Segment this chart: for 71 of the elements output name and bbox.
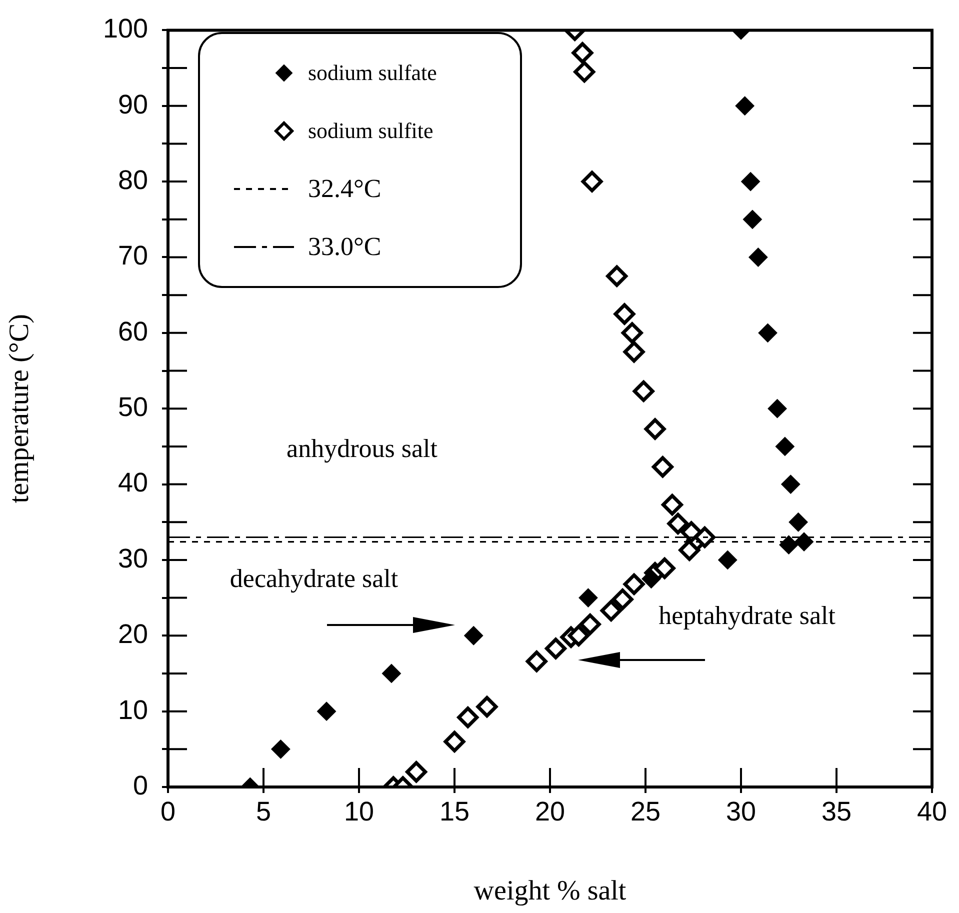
x-tick-label: 15: [439, 796, 470, 827]
point: [718, 550, 738, 570]
x-tick-label: 35: [821, 796, 852, 827]
legend-label: 33.0°C: [308, 232, 382, 262]
point: [742, 210, 762, 229]
point: [579, 614, 601, 636]
y-tick-label: 60: [118, 316, 148, 346]
point: [775, 436, 794, 456]
point: [526, 650, 548, 672]
point: [574, 61, 596, 83]
legend-label: 32.4°C: [308, 174, 382, 204]
point: [317, 702, 336, 721]
point: [644, 418, 666, 440]
point: [271, 740, 290, 759]
point: [614, 303, 636, 325]
point: [661, 494, 683, 516]
y-axis-title: temperature (°C): [4, 314, 36, 504]
point: [735, 96, 754, 116]
annotation: decahydrate salt: [230, 564, 399, 593]
y-tick-label: 70: [118, 240, 148, 271]
point: [568, 624, 590, 646]
point: [758, 323, 778, 342]
y-tick-label: 100: [102, 14, 148, 44]
point: [623, 573, 645, 595]
point: [632, 380, 654, 402]
point: [382, 664, 401, 683]
point: [621, 322, 643, 344]
x-tick-label: 30: [726, 796, 756, 827]
annotation: heptahydrate salt: [658, 600, 836, 630]
y-tick-label: 20: [118, 619, 148, 650]
point: [544, 638, 566, 660]
point: [623, 341, 645, 363]
legend-label: sodium sulfate: [308, 60, 437, 86]
point: [781, 474, 800, 494]
x-tick-label: 5: [256, 796, 272, 827]
y-tick-label: 80: [118, 165, 148, 196]
y-tick-label: 90: [118, 89, 148, 120]
y-tick-label: 30: [118, 543, 148, 574]
point: [464, 626, 484, 646]
x-tick-label: 20: [534, 796, 566, 827]
x-tick-label: 40: [916, 796, 948, 827]
annotation: anhydrous salt: [286, 434, 438, 463]
point: [667, 512, 689, 534]
y-tick-label: 50: [118, 392, 148, 422]
point: [476, 696, 498, 718]
point: [444, 730, 466, 752]
point: [612, 588, 634, 610]
point: [457, 706, 479, 728]
point: [680, 521, 702, 543]
point: [779, 535, 798, 554]
point: [741, 172, 760, 192]
x-tick-label: 0: [160, 796, 176, 827]
point: [600, 600, 622, 622]
point: [606, 265, 628, 287]
x-tick-label: 10: [344, 796, 374, 827]
y-tick-label: 0: [132, 770, 148, 800]
point: [652, 456, 674, 478]
point: [768, 399, 787, 418]
y-tick-label: 40: [118, 468, 148, 498]
legend-label: sodium sulfite: [308, 118, 434, 144]
point: [578, 588, 598, 608]
point: [654, 558, 676, 580]
point: [572, 42, 594, 64]
point: [642, 569, 661, 588]
point: [406, 761, 428, 783]
point: [581, 170, 603, 192]
x-axis-title: weight % salt: [474, 876, 626, 907]
point: [788, 512, 808, 532]
point: [748, 248, 768, 267]
x-tick-label: 25: [630, 796, 661, 827]
y-tick-label: 10: [118, 694, 148, 725]
